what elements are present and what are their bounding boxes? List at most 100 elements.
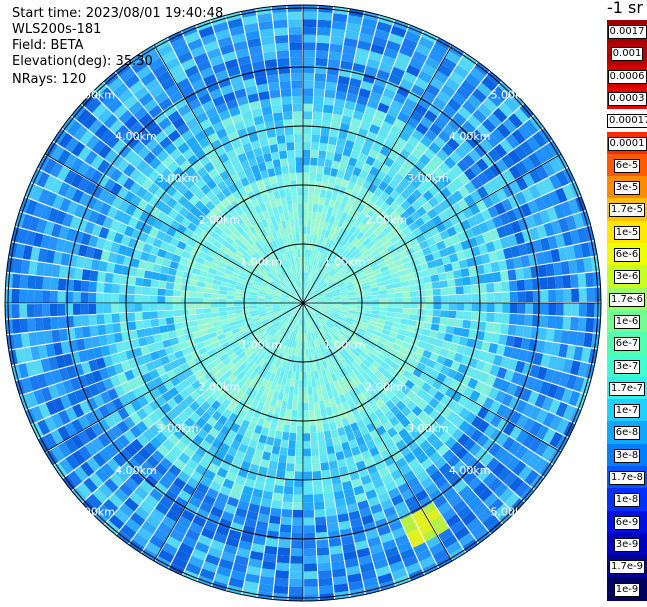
ppi-cell — [375, 207, 385, 218]
ppi-cell — [294, 149, 303, 158]
ppi-cell — [309, 306, 318, 310]
ppi-cell — [303, 509, 315, 518]
ppi-cell — [492, 354, 504, 367]
ppi-cell — [558, 372, 570, 388]
ppi-cell — [361, 389, 371, 400]
ppi-cell — [481, 384, 493, 397]
ppi-cell — [369, 223, 379, 233]
ppi-cell — [260, 568, 275, 578]
ppi-cell — [364, 295, 372, 300]
ppi-cell — [442, 534, 458, 549]
ppi-cell — [415, 378, 426, 389]
ppi-cell — [580, 242, 591, 258]
ppi-cell — [344, 232, 353, 241]
ppi-cell — [300, 249, 303, 258]
ppi-cell — [197, 428, 209, 440]
ppi-cell — [438, 130, 452, 143]
ppi-cell — [367, 536, 382, 548]
ppi-cell — [297, 317, 300, 326]
ppi-cell — [194, 406, 206, 417]
ppi-cell — [359, 246, 369, 255]
ppi-cell — [293, 340, 298, 349]
ppi-cell — [479, 303, 488, 312]
ppi-cell — [415, 141, 428, 154]
ppi-cell — [371, 551, 386, 563]
ppi-cell — [306, 317, 309, 326]
ppi-cell — [373, 252, 383, 261]
ppi-cell — [228, 412, 238, 423]
ppi-cell — [354, 240, 363, 249]
nrays-text: NRays: 120 — [12, 72, 87, 87]
ppi-cell — [265, 475, 276, 485]
ppi-cell — [290, 555, 303, 564]
ppi-cell — [505, 335, 516, 347]
ppi-cell — [142, 429, 155, 442]
ppi-cell — [535, 181, 548, 196]
ppi-cell — [310, 273, 314, 282]
ppi-cell — [226, 295, 235, 300]
ppi-cell — [416, 470, 430, 483]
ppi-cell — [457, 395, 470, 407]
ppi-cell — [503, 369, 515, 382]
ppi-cell — [437, 444, 450, 457]
ppi-cell — [396, 365, 406, 375]
ppi-cell — [378, 314, 387, 321]
ppi-cell — [111, 293, 120, 303]
ppi-cell — [340, 211, 348, 221]
ppi-cell — [353, 453, 364, 464]
ppi-cell — [380, 120, 393, 132]
ppi-cell — [158, 317, 167, 326]
ppi-cell — [135, 320, 144, 330]
ppi-cell — [460, 140, 474, 154]
ppi-cell — [401, 341, 411, 350]
ppi-cell — [334, 498, 347, 508]
ppi-cell — [273, 322, 281, 329]
ppi-cell — [314, 312, 321, 319]
ppi-cell — [275, 350, 282, 360]
ppi-cell — [507, 324, 517, 336]
ppi-cell — [417, 309, 426, 316]
ppi-cell — [259, 330, 268, 337]
ppi-cell — [318, 585, 334, 594]
ppi-cell — [421, 166, 433, 178]
ppi-cell — [225, 471, 238, 483]
ppi-cell — [168, 464, 182, 477]
ppi-cell — [322, 423, 331, 432]
ppi-cell — [279, 150, 288, 160]
ppi-cell — [442, 449, 455, 463]
ppi-cell — [374, 240, 384, 249]
ppi-cell — [207, 546, 223, 559]
ppi-cell — [363, 309, 372, 314]
ppi-cell — [375, 398, 386, 409]
ppi-cell — [473, 212, 485, 225]
ppi-cell — [481, 153, 495, 168]
ppi-cell — [414, 489, 429, 502]
ppi-cell — [289, 42, 302, 51]
ppi-cell — [396, 264, 405, 272]
ppi-cell — [487, 113, 502, 128]
ppi-cell — [103, 303, 112, 314]
ppi-cell — [500, 323, 509, 335]
ppi-cell — [359, 274, 368, 281]
ppi-cell — [319, 327, 326, 336]
ppi-cell — [365, 439, 377, 450]
ppi-cell — [284, 354, 290, 363]
ppi-cell — [315, 346, 320, 355]
ppi-cell — [223, 453, 235, 465]
ppi-cell — [263, 51, 277, 61]
ppi-cell — [364, 331, 374, 338]
ppi-cell — [331, 312, 340, 317]
ppi-cell — [478, 487, 493, 502]
ppi-cell — [66, 327, 76, 341]
ppi-cell — [471, 293, 480, 303]
ppi-cell — [387, 106, 400, 119]
ppi-cell — [344, 558, 359, 568]
range-label: 5.00km — [491, 88, 533, 101]
ppi-cell — [386, 366, 397, 376]
ppi-cell — [438, 481, 453, 495]
ppi-cell — [346, 286, 355, 291]
ppi-cell — [318, 328, 324, 337]
ppi-cell — [458, 407, 471, 420]
ppi-cell — [334, 225, 342, 235]
ppi-cell — [458, 485, 473, 500]
